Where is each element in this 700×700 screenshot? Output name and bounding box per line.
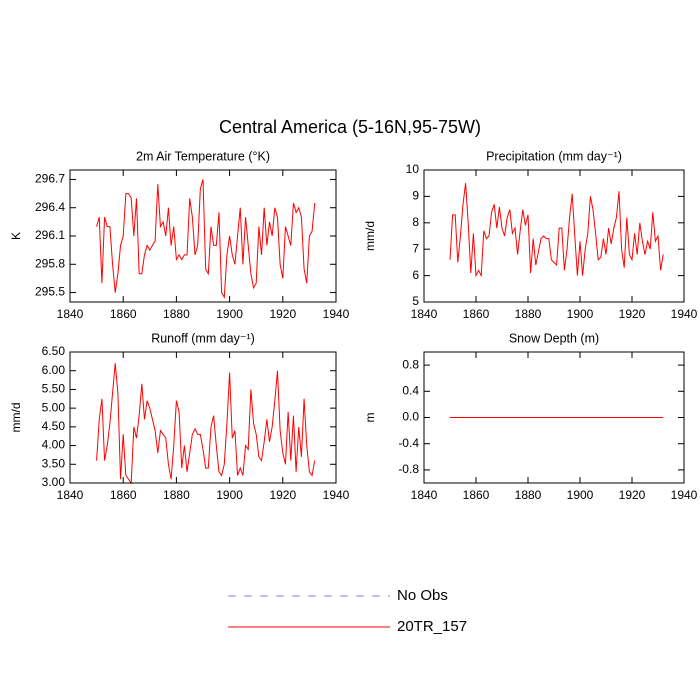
- y-tick-label: 296.4: [35, 200, 65, 214]
- y-tick-label: 6.00: [42, 363, 66, 377]
- x-tick-label: 1880: [163, 488, 190, 502]
- x-tick-label: 1860: [110, 307, 137, 321]
- y-tick-label: 295.5: [35, 285, 65, 299]
- plot-frame: [69, 351, 337, 484]
- y-tick-label: 8: [412, 215, 419, 229]
- y-tick-label: 4.00: [42, 438, 66, 452]
- x-tick-label: 1900: [567, 307, 594, 321]
- panel: Precipitation (mm day⁻¹) mm/d 1840 1860 1880…: [363, 149, 697, 321]
- x-tick-label: 1840: [411, 488, 438, 502]
- y-tick-label: 295.8: [35, 256, 65, 270]
- x-tick-label: 1860: [110, 488, 137, 502]
- plot-frame: [423, 169, 685, 303]
- data-line: [96, 363, 316, 485]
- legend-label: No Obs: [397, 587, 448, 604]
- panel: 2m Air Temperature (°K) K 1840 1860 1880 1900…: [9, 149, 349, 321]
- y-axis-label: mm/d: [9, 403, 23, 433]
- y-axis-label: m: [363, 413, 377, 423]
- x-tick-label: 1840: [411, 307, 438, 321]
- y-tick-label: 296.1: [35, 228, 65, 242]
- y-tick-label: -0.8: [398, 462, 419, 476]
- plot-frame: [423, 351, 685, 484]
- y-tick-label: 0.8: [402, 357, 419, 371]
- x-tick-label: 1900: [216, 488, 243, 502]
- panel-title: 2m Air Temperature (°K): [136, 149, 270, 163]
- x-tick-label: 1840: [57, 488, 84, 502]
- x-tick-label: 1860: [463, 488, 490, 502]
- x-tick-label: 1940: [671, 488, 698, 502]
- figure-title: Central America (5-16N,95-75W): [219, 117, 481, 137]
- x-tick-label: 1880: [515, 307, 542, 321]
- y-tick-label: 7: [412, 241, 419, 255]
- y-tick-label: -0.4: [398, 436, 419, 450]
- x-tick-label: 1880: [163, 307, 190, 321]
- x-tick-label: 1920: [619, 488, 646, 502]
- legend-label: 20TR_157: [397, 618, 467, 635]
- x-tick-label: 1920: [619, 307, 646, 321]
- x-tick-label: 1940: [671, 307, 698, 321]
- x-tick-label: 1840: [57, 307, 84, 321]
- y-tick-label: 6.50: [42, 344, 66, 358]
- panel: Runoff (mm day⁻¹) mm/d 1840 1860 1880 1900 192…: [9, 331, 349, 502]
- x-tick-label: 1920: [269, 488, 296, 502]
- y-tick-label: 6: [412, 268, 419, 282]
- x-tick-label: 1920: [269, 307, 296, 321]
- x-tick-label: 1900: [216, 307, 243, 321]
- x-tick-label: 1940: [323, 307, 350, 321]
- y-tick-label: 5.50: [42, 382, 66, 396]
- data-line: [96, 179, 316, 300]
- panel-title: Snow Depth (m): [509, 331, 599, 345]
- y-tick-label: 0.0: [402, 410, 419, 424]
- x-tick-label: 1860: [463, 307, 490, 321]
- y-axis-label: mm/d: [363, 221, 377, 251]
- x-tick-label: 1880: [515, 488, 542, 502]
- y-tick-label: 10: [406, 162, 420, 176]
- y-tick-label: 5: [412, 294, 419, 308]
- y-tick-label: 296.7: [35, 172, 65, 186]
- panel-title: Precipitation (mm day⁻¹): [486, 149, 622, 163]
- y-tick-label: 3.00: [42, 475, 66, 489]
- panel-title: Runoff (mm day⁻¹): [151, 331, 255, 345]
- x-tick-label: 1900: [567, 488, 594, 502]
- y-tick-label: 0.4: [402, 383, 419, 397]
- plot-frame: [69, 169, 337, 303]
- data-line: [449, 183, 664, 278]
- panel: Snow Depth (m) m 1840 1860 1880 1900 1920 1940 -…: [363, 331, 697, 502]
- y-tick-label: 5.00: [42, 400, 66, 414]
- y-tick-label: 9: [412, 189, 419, 203]
- y-tick-label: 3.50: [42, 456, 66, 470]
- y-axis-label: K: [9, 232, 23, 240]
- x-tick-label: 1940: [323, 488, 350, 502]
- y-tick-label: 4.50: [42, 419, 66, 433]
